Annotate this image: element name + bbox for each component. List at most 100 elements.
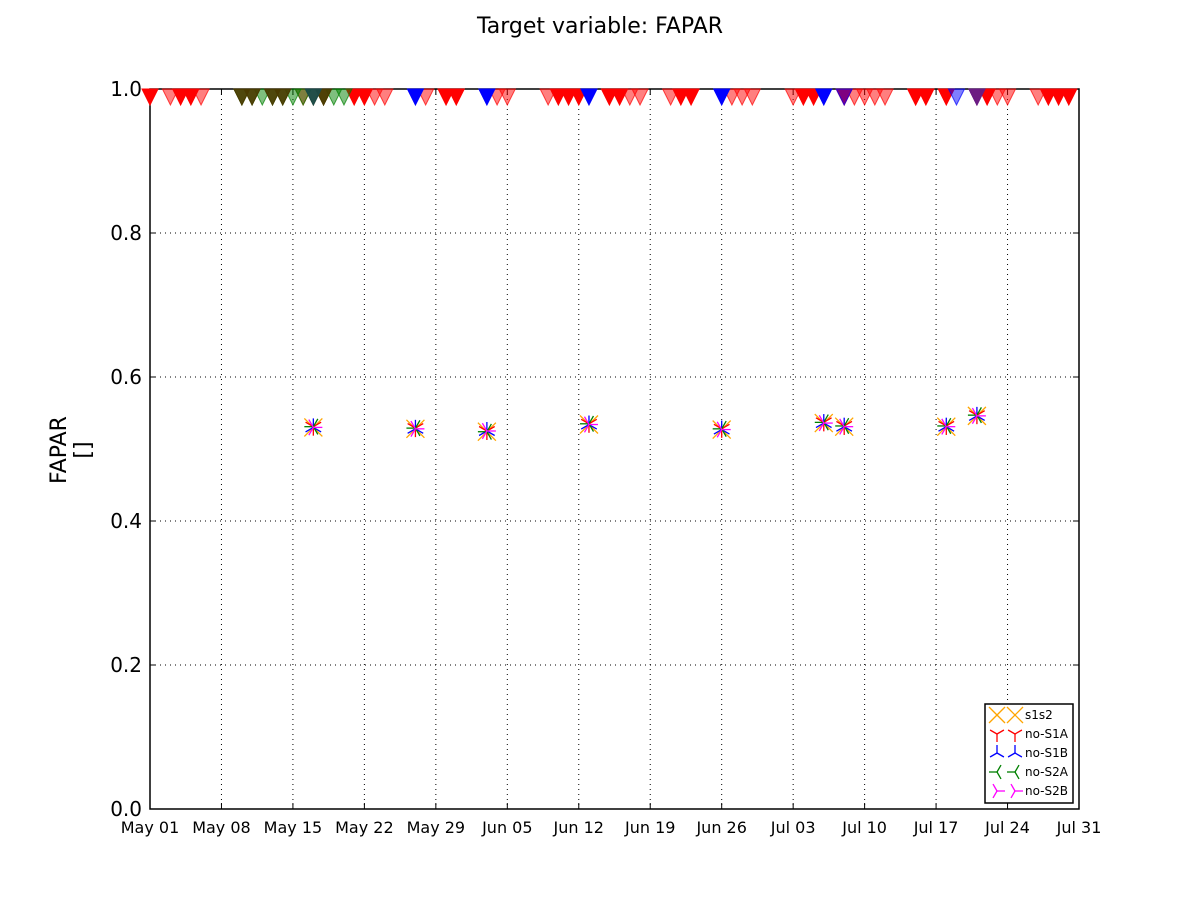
data-point-stroke xyxy=(823,414,829,423)
x-tick-label: May 15 xyxy=(264,818,323,837)
data-point-stroke xyxy=(968,415,978,421)
legend-item: no-S2A xyxy=(989,764,1069,780)
data-point xyxy=(1010,783,1023,799)
observation-triangle xyxy=(375,88,394,107)
data-point xyxy=(583,416,598,433)
x-tick-label: Jun 12 xyxy=(553,818,604,837)
observation-triangle xyxy=(243,88,261,107)
observation-triangle xyxy=(682,88,700,107)
observation-triangle xyxy=(814,88,833,107)
data-point-stroke xyxy=(843,420,853,427)
data-point-stroke xyxy=(815,422,825,429)
x-tick-label: Jul 03 xyxy=(770,818,816,837)
observation-triangle xyxy=(447,88,466,107)
data-point xyxy=(989,729,1005,742)
y-tick-label: 0.2 xyxy=(110,653,142,677)
y-axis-label-name: FAPAR xyxy=(47,416,72,484)
data-point-stroke xyxy=(580,423,590,430)
data-point-stroke xyxy=(713,428,723,435)
observation-triangle xyxy=(784,88,802,107)
data-point-stroke xyxy=(1006,706,1024,724)
data-point-stroke xyxy=(976,410,986,416)
data-point-stroke xyxy=(721,420,727,430)
x-tick-label: Jul 24 xyxy=(984,818,1030,837)
data-point-stroke xyxy=(481,430,488,440)
legend-item: no-S1A xyxy=(989,727,1069,742)
observation-triangle xyxy=(539,88,557,107)
data-point-stroke xyxy=(941,426,947,435)
observation-triangle xyxy=(876,88,894,107)
observation-markers xyxy=(141,88,1078,107)
data-point-stroke xyxy=(989,729,998,735)
data-point-stroke xyxy=(945,420,955,427)
data-point-stroke xyxy=(1014,771,1020,780)
data-point xyxy=(992,783,1005,799)
data-point-stroke xyxy=(839,426,845,435)
observation-triangle xyxy=(580,88,598,107)
data-point-stroke xyxy=(308,427,314,436)
legend-item: no-S2B xyxy=(992,783,1068,799)
data-point-stroke xyxy=(938,426,947,432)
data-point-stroke xyxy=(839,418,845,428)
legend-item: s1s2 xyxy=(988,706,1053,724)
x-tick-label: Jul 17 xyxy=(913,818,959,837)
data-point xyxy=(1006,706,1024,724)
data-point-stroke xyxy=(410,428,416,437)
observation-triangle xyxy=(1059,88,1078,107)
legend-label: no-S1B xyxy=(1025,746,1068,760)
data-point xyxy=(971,407,986,424)
x-tick-label: May 29 xyxy=(407,818,466,837)
data-point-stroke xyxy=(716,421,723,430)
data-point-stroke xyxy=(305,426,314,433)
y-axis-label-unit: [] xyxy=(71,441,96,459)
data-point xyxy=(839,418,854,435)
observation-triangle xyxy=(661,88,680,107)
data-point-stroke xyxy=(941,418,947,428)
data-point-stroke xyxy=(843,417,850,427)
data-point-stroke xyxy=(988,706,1006,724)
x-tick-label: Jul 31 xyxy=(1056,818,1102,837)
y-tick-label: 0.4 xyxy=(110,509,142,533)
data-point xyxy=(1007,729,1023,742)
y-tick-label: 1.0 xyxy=(110,77,142,101)
data-point-stroke xyxy=(992,790,998,799)
data-point-stroke xyxy=(583,416,590,425)
data-point-stroke xyxy=(313,421,322,428)
observation-triangle xyxy=(161,88,180,107)
x-tick-label: Jul 10 xyxy=(841,818,887,837)
data-point xyxy=(941,418,956,435)
observation-triangle xyxy=(743,88,762,107)
legend-box xyxy=(984,703,1074,804)
data-point-stroke xyxy=(583,424,590,433)
observation-triangle xyxy=(947,88,966,107)
data-point-stroke xyxy=(1014,729,1023,735)
data-point-stroke xyxy=(818,414,825,424)
x-tick-label: Jun 26 xyxy=(695,818,746,837)
observation-triangle xyxy=(406,88,425,107)
data-point xyxy=(988,706,1006,724)
series-no-S2B xyxy=(308,407,986,440)
grid xyxy=(149,88,1080,810)
data-point-stroke xyxy=(415,423,424,429)
data-point-stroke xyxy=(481,422,488,432)
legend-label: s1s2 xyxy=(1025,708,1053,722)
data-point-stroke xyxy=(971,415,978,424)
data-point xyxy=(818,414,833,432)
data-point-stroke xyxy=(588,418,598,425)
x-tick-label: May 01 xyxy=(121,818,180,837)
legend-item: no-S1B xyxy=(989,745,1068,760)
legend-label: no-S2B xyxy=(1025,784,1068,798)
observation-triangle xyxy=(304,88,323,107)
data-point-stroke xyxy=(976,407,982,416)
legend: s1s2 no-S1A no-S1B no-S2A no-S2B xyxy=(984,703,1074,804)
data-point-stroke xyxy=(716,429,723,438)
data-point-stroke xyxy=(996,764,1002,773)
x-tick-label: Jun 05 xyxy=(481,818,532,837)
observation-triangle xyxy=(192,88,210,107)
data-point-stroke xyxy=(996,729,1005,735)
data-point-stroke xyxy=(407,428,416,434)
x-tick-label: May 08 xyxy=(192,818,251,837)
data-point-stroke xyxy=(486,430,496,437)
